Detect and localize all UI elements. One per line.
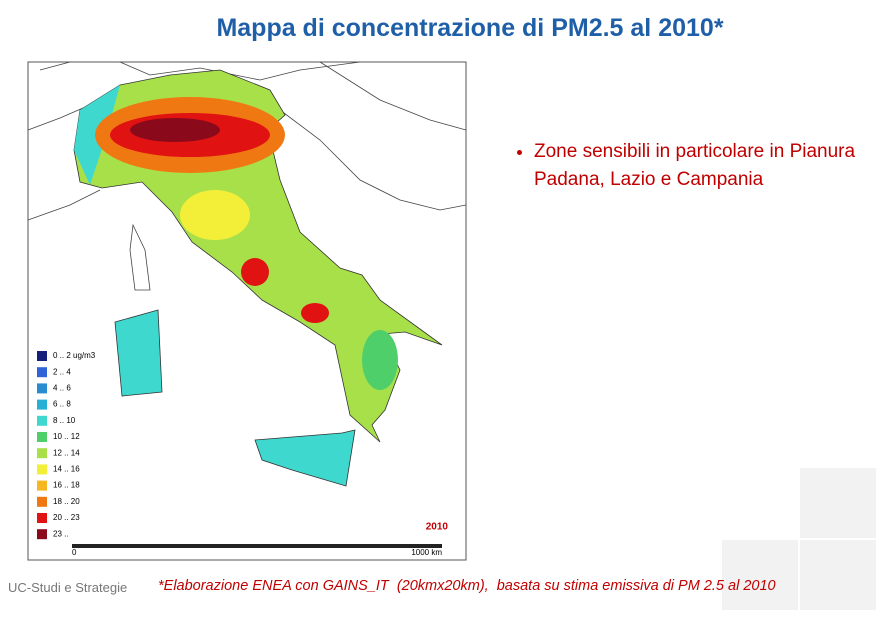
legend-label: 4 .. 6	[53, 384, 71, 393]
scale-end: 1000 km	[411, 548, 442, 557]
decor	[722, 468, 876, 610]
bullet-list: Zone sensibili in particolare in Pianura…	[510, 138, 882, 194]
legend-swatch	[37, 432, 47, 442]
legend-swatch	[37, 383, 47, 394]
legend-swatch	[37, 496, 47, 507]
legend-label: 18 .. 20	[53, 497, 80, 506]
footer-note: *Elaborazione ENEA con GAINS_IT (20kmx20…	[158, 578, 776, 594]
legend-label: 12 .. 14	[53, 448, 80, 457]
scale-bar	[72, 544, 442, 548]
italy	[73, 69, 443, 487]
legend-swatch	[37, 529, 47, 540]
legend-swatch	[37, 464, 47, 475]
legend-label: 2 .. 4	[53, 367, 71, 376]
legend-swatch	[37, 480, 47, 491]
legend-label: 16 .. 18	[53, 481, 80, 490]
legend-label: 10 .. 12	[53, 432, 80, 441]
legend-label: 8 .. 10	[53, 416, 76, 425]
legend-swatch	[37, 399, 47, 410]
slide-title: Mappa di concentrazione di PM2.5 al 2010…	[216, 14, 724, 42]
legend-swatch	[37, 415, 47, 426]
footer-left: UC-Studi e Strategie	[8, 580, 128, 595]
map-year: 2010	[426, 522, 449, 533]
legend-label: 6 .. 8	[53, 400, 71, 409]
legend-label: 23 ..	[53, 529, 69, 538]
legend: 0 .. 2 ug/m3 2 .. 4 4 .. 6 6 .. 8 8 .. 10 10 …	[37, 351, 96, 540]
legend-swatch	[37, 513, 47, 523]
legend-label: 14 .. 16	[53, 465, 80, 474]
legend-swatch	[37, 367, 47, 378]
legend-swatch	[37, 351, 47, 361]
bullet: Zone sensibili in particolare in Pianura…	[534, 138, 882, 194]
legend-label: 20 .. 23	[53, 513, 80, 522]
legend-swatch	[37, 448, 47, 459]
scale-start: 0	[72, 548, 77, 557]
legend-label: 0 .. 2 ug/m3	[53, 351, 96, 360]
